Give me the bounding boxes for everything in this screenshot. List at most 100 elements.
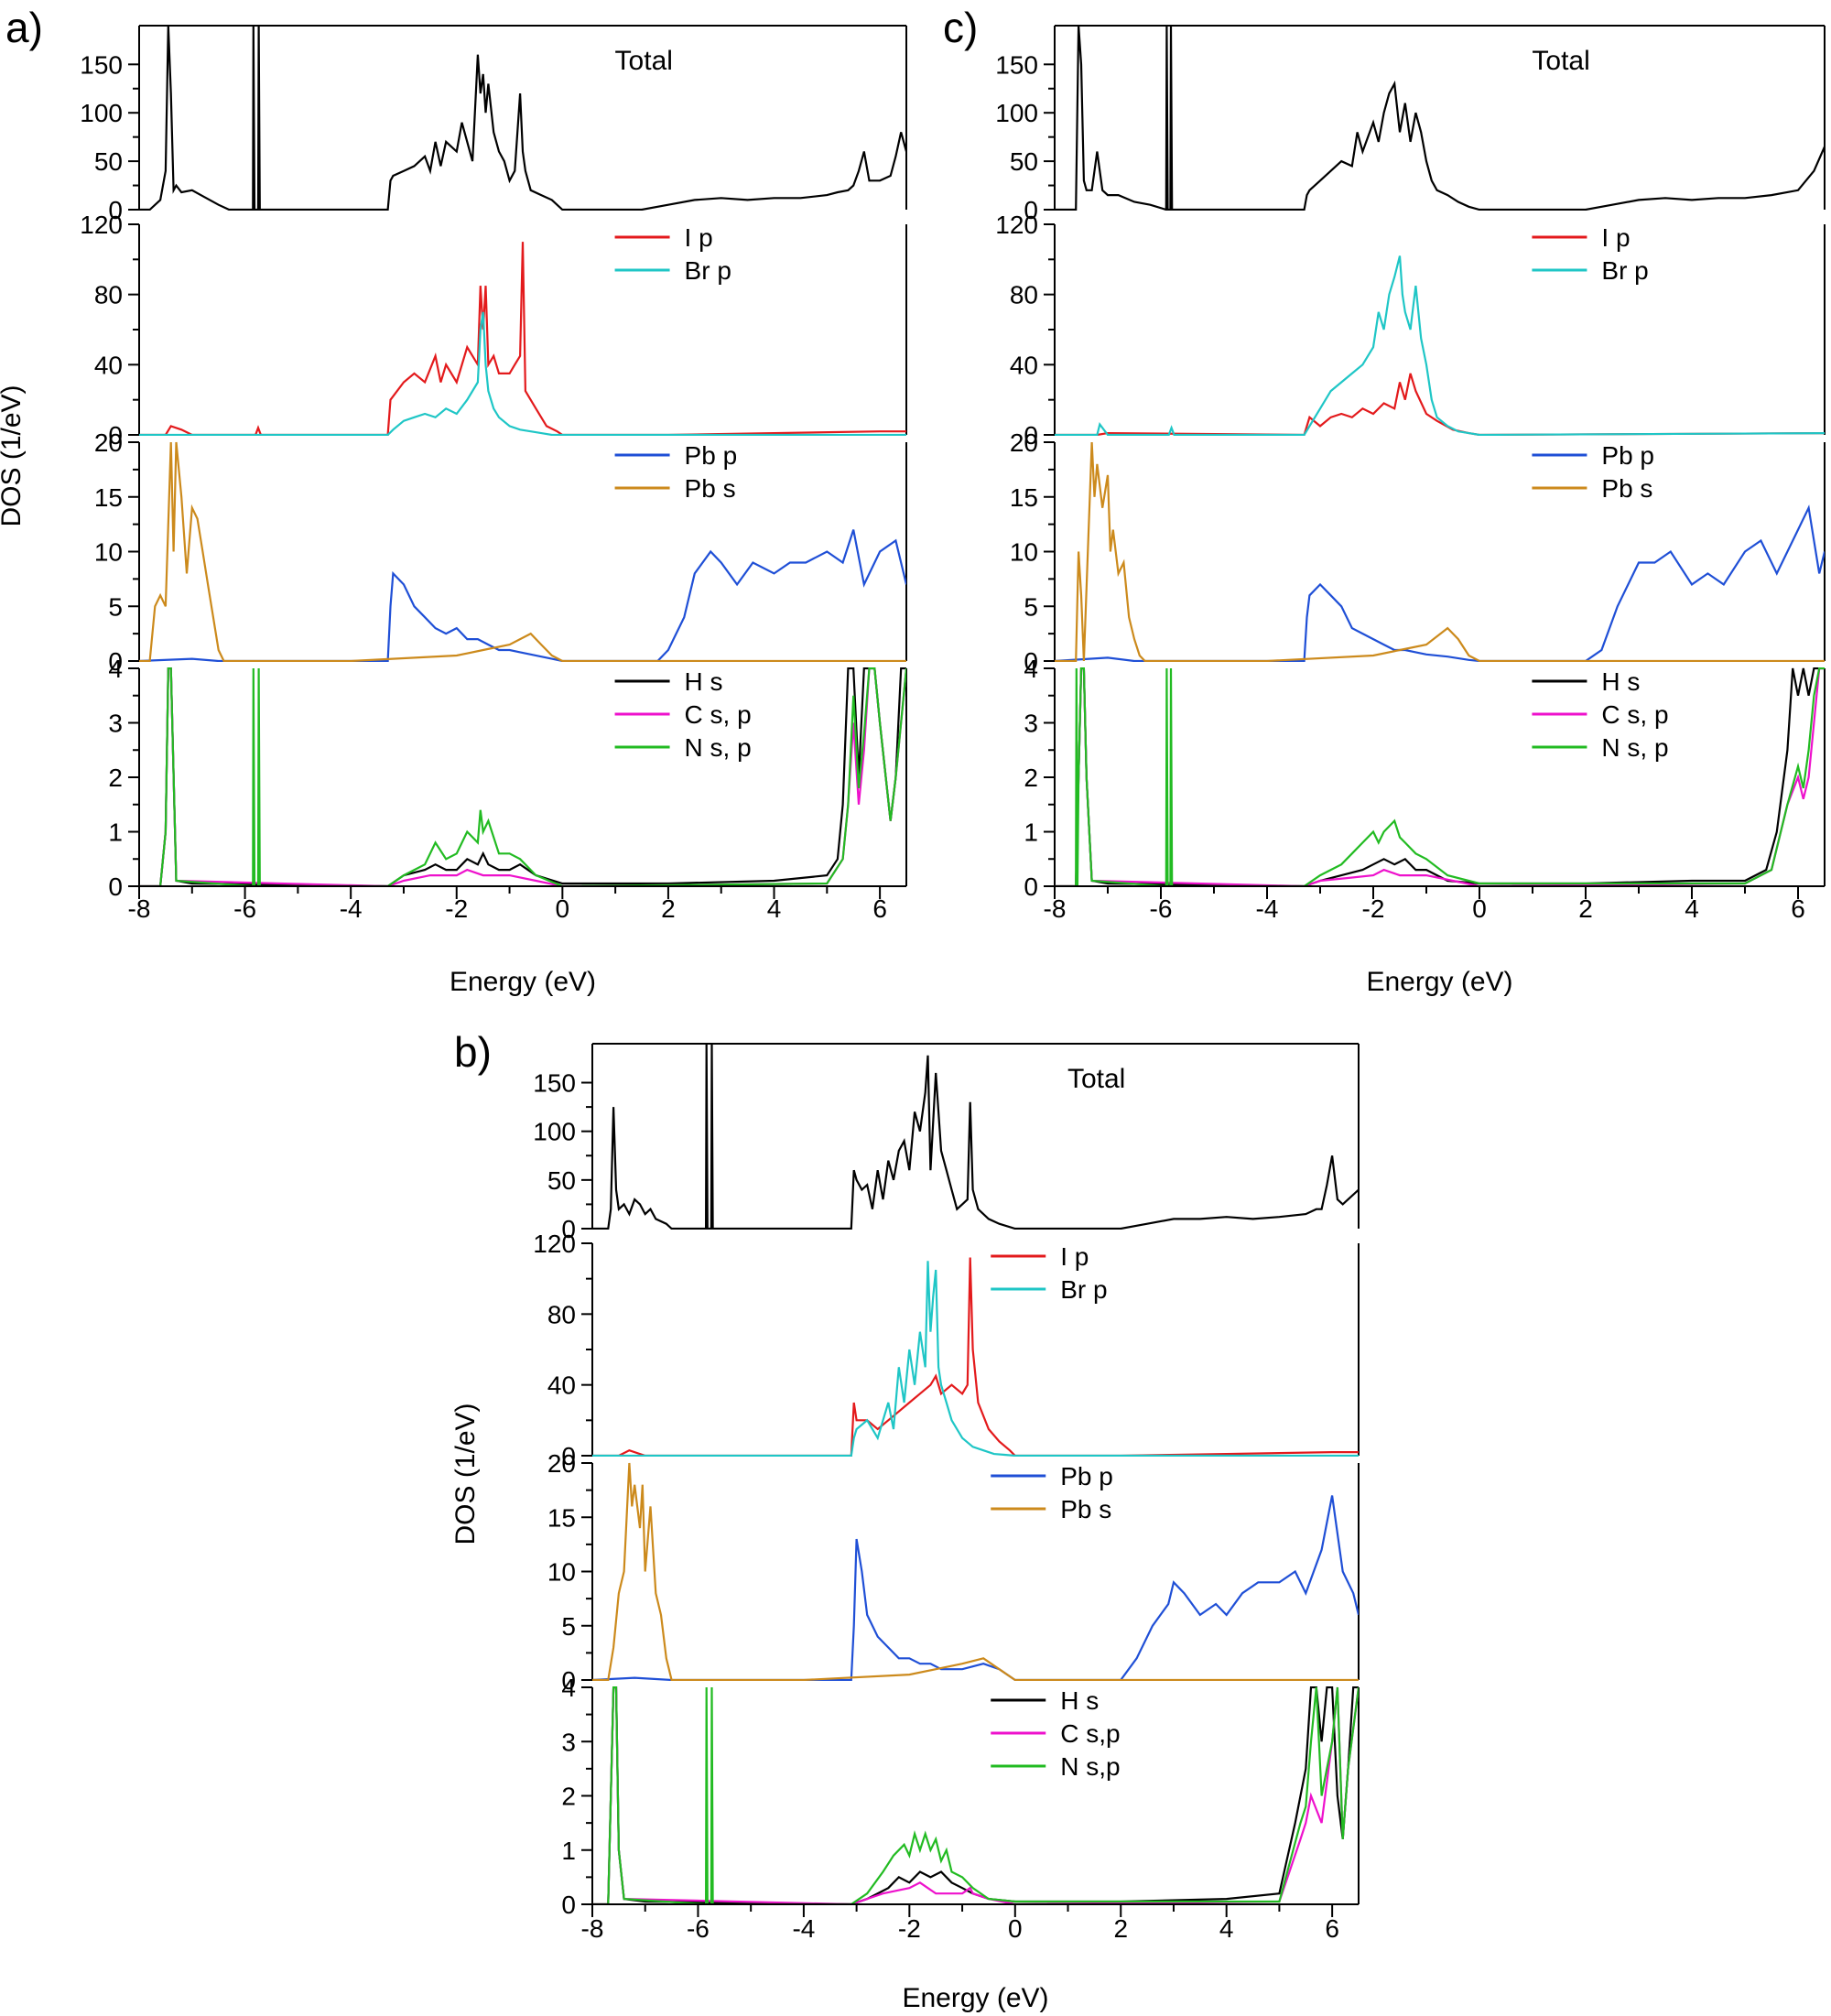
y-tick-label: 50 <box>94 147 123 176</box>
x-tick-label: -8 <box>1044 894 1067 923</box>
legend-label: I p <box>1060 1242 1089 1271</box>
x-axis-label: Energy (eV) <box>902 1983 1048 2013</box>
x-tick-label: 6 <box>1325 1914 1339 1943</box>
legend-label: H s <box>685 667 723 696</box>
legend-label: Pb p <box>685 441 738 470</box>
x-tick-label: 2 <box>661 894 676 923</box>
y-tick-label: 5 <box>1024 592 1038 621</box>
x-axis-label: Energy (eV) <box>1366 967 1512 997</box>
x-axis-label: Energy (eV) <box>450 967 596 997</box>
y-tick-label: 0 <box>561 1891 576 1919</box>
y-tick-label: 40 <box>547 1371 576 1400</box>
y-tick-label: 80 <box>547 1300 576 1328</box>
x-tick-label: 4 <box>767 894 782 923</box>
panel-label: a) <box>5 4 43 51</box>
series-line-br-p <box>139 311 906 436</box>
series-line-i-p <box>592 1257 1359 1457</box>
y-tick-label: 0 <box>108 196 123 224</box>
y-tick-label: 4 <box>108 655 123 683</box>
y-tick-label: 20 <box>547 1449 576 1478</box>
x-tick-label: 6 <box>1791 894 1805 923</box>
x-tick-label: 2 <box>1113 1914 1128 1943</box>
y-tick-label: 120 <box>995 211 1038 239</box>
series-line-n-s-p <box>1055 667 1825 887</box>
panel-label: b) <box>454 1028 492 1076</box>
y-tick-label: 3 <box>561 1728 576 1756</box>
subplot-1: 0 50 100 150 Total <box>533 1043 1360 1243</box>
y-tick-label: 5 <box>561 1612 576 1641</box>
subplot-3: 0 5 10 15 20 Pb p Pb s <box>547 1449 1360 1695</box>
y-tick-label: 1 <box>1024 818 1038 847</box>
legend-label: N s, p <box>685 733 752 762</box>
legend-label: I p <box>1601 223 1630 252</box>
y-tick-label: 100 <box>995 99 1038 127</box>
y-tick-label: 0 <box>108 647 123 676</box>
subplot-annotation: Total <box>1532 46 1589 76</box>
y-tick-label: 3 <box>108 710 123 738</box>
y-tick-label: 0 <box>1024 421 1038 450</box>
legend-label: Pb p <box>1601 441 1654 470</box>
x-tick-label: -8 <box>128 894 151 923</box>
series-line-total <box>1055 25 1825 211</box>
x-tick-label: -2 <box>898 1914 921 1943</box>
y-tick-label: 2 <box>108 764 123 792</box>
y-tick-label: 50 <box>1010 147 1038 176</box>
y-tick-label: 2 <box>1024 764 1038 792</box>
y-tick-label: 120 <box>80 211 123 239</box>
legend-label: Br p <box>1601 256 1648 285</box>
y-tick-label: 150 <box>80 50 123 79</box>
y-tick-label: 4 <box>1024 655 1038 683</box>
y-tick-label: 0 <box>561 1442 576 1470</box>
subplot-2: 0 40 80 120 I p Br p <box>533 1230 1360 1470</box>
legend-label: N s,p <box>1060 1752 1120 1781</box>
x-tick-label: 0 <box>1008 1914 1023 1943</box>
x-tick-label: -6 <box>233 894 256 923</box>
y-tick-label: 0 <box>1024 647 1038 676</box>
legend-label: I p <box>685 223 713 252</box>
y-tick-label: 3 <box>1024 710 1038 738</box>
y-tick-label: 0 <box>108 873 123 901</box>
subplot-4: 0 1 2 3 4 H s C s,p N s,p <box>561 1674 1360 1919</box>
x-tick-label: 0 <box>1472 894 1487 923</box>
y-tick-label: 10 <box>94 538 123 567</box>
subplot-annotation: Total <box>1067 1064 1125 1094</box>
legend-label: Br p <box>685 256 731 285</box>
y-tick-label: 50 <box>547 1166 576 1195</box>
subplot-2: 0 40 80 120 I p Br p <box>995 211 1826 450</box>
y-tick-label: 15 <box>1010 483 1038 512</box>
subplot-4: 0 1 2 3 4 H s C s, p N s, p <box>1024 655 1826 901</box>
y-tick-label: 1 <box>561 1837 576 1865</box>
y-tick-label: 0 <box>1024 873 1038 901</box>
x-tick-label: 2 <box>1578 894 1593 923</box>
series-line-pb-p <box>592 1495 1359 1681</box>
y-tick-label: 20 <box>1010 428 1038 457</box>
legend-label: Pb s <box>685 474 736 503</box>
legend-label: H s <box>1060 1686 1099 1715</box>
y-tick-label: 4 <box>561 1674 576 1702</box>
y-tick-label: 0 <box>561 1666 576 1695</box>
y-tick-label: 1 <box>108 818 123 847</box>
y-tick-label: 0 <box>108 421 123 450</box>
subplot-3: 0 5 10 15 20 Pb p Pb s <box>1010 428 1826 676</box>
series-line-n-s-p <box>592 1686 1359 1905</box>
y-tick-label: 0 <box>561 1215 576 1243</box>
series-line-total <box>592 1043 1359 1230</box>
legend-label: Pb s <box>1060 1495 1111 1523</box>
y-tick-label: 20 <box>94 428 123 457</box>
y-tick-label: 80 <box>1010 281 1038 309</box>
y-tick-label: 80 <box>94 281 123 309</box>
y-tick-label: 40 <box>94 351 123 379</box>
series-line-pb-s <box>139 441 906 662</box>
series-line-i-p <box>139 242 906 436</box>
subplot-2: 0 40 80 120 I p Br p <box>80 211 907 450</box>
y-tick-label: 15 <box>94 483 123 512</box>
legend-label: Br p <box>1060 1275 1107 1304</box>
x-tick-label: -8 <box>581 1914 604 1943</box>
y-tick-label: 0 <box>1024 196 1038 224</box>
series-line-br-p <box>1055 255 1825 436</box>
series-line-n-s-p <box>139 667 906 887</box>
series-line-pb-p <box>1055 504 1825 662</box>
